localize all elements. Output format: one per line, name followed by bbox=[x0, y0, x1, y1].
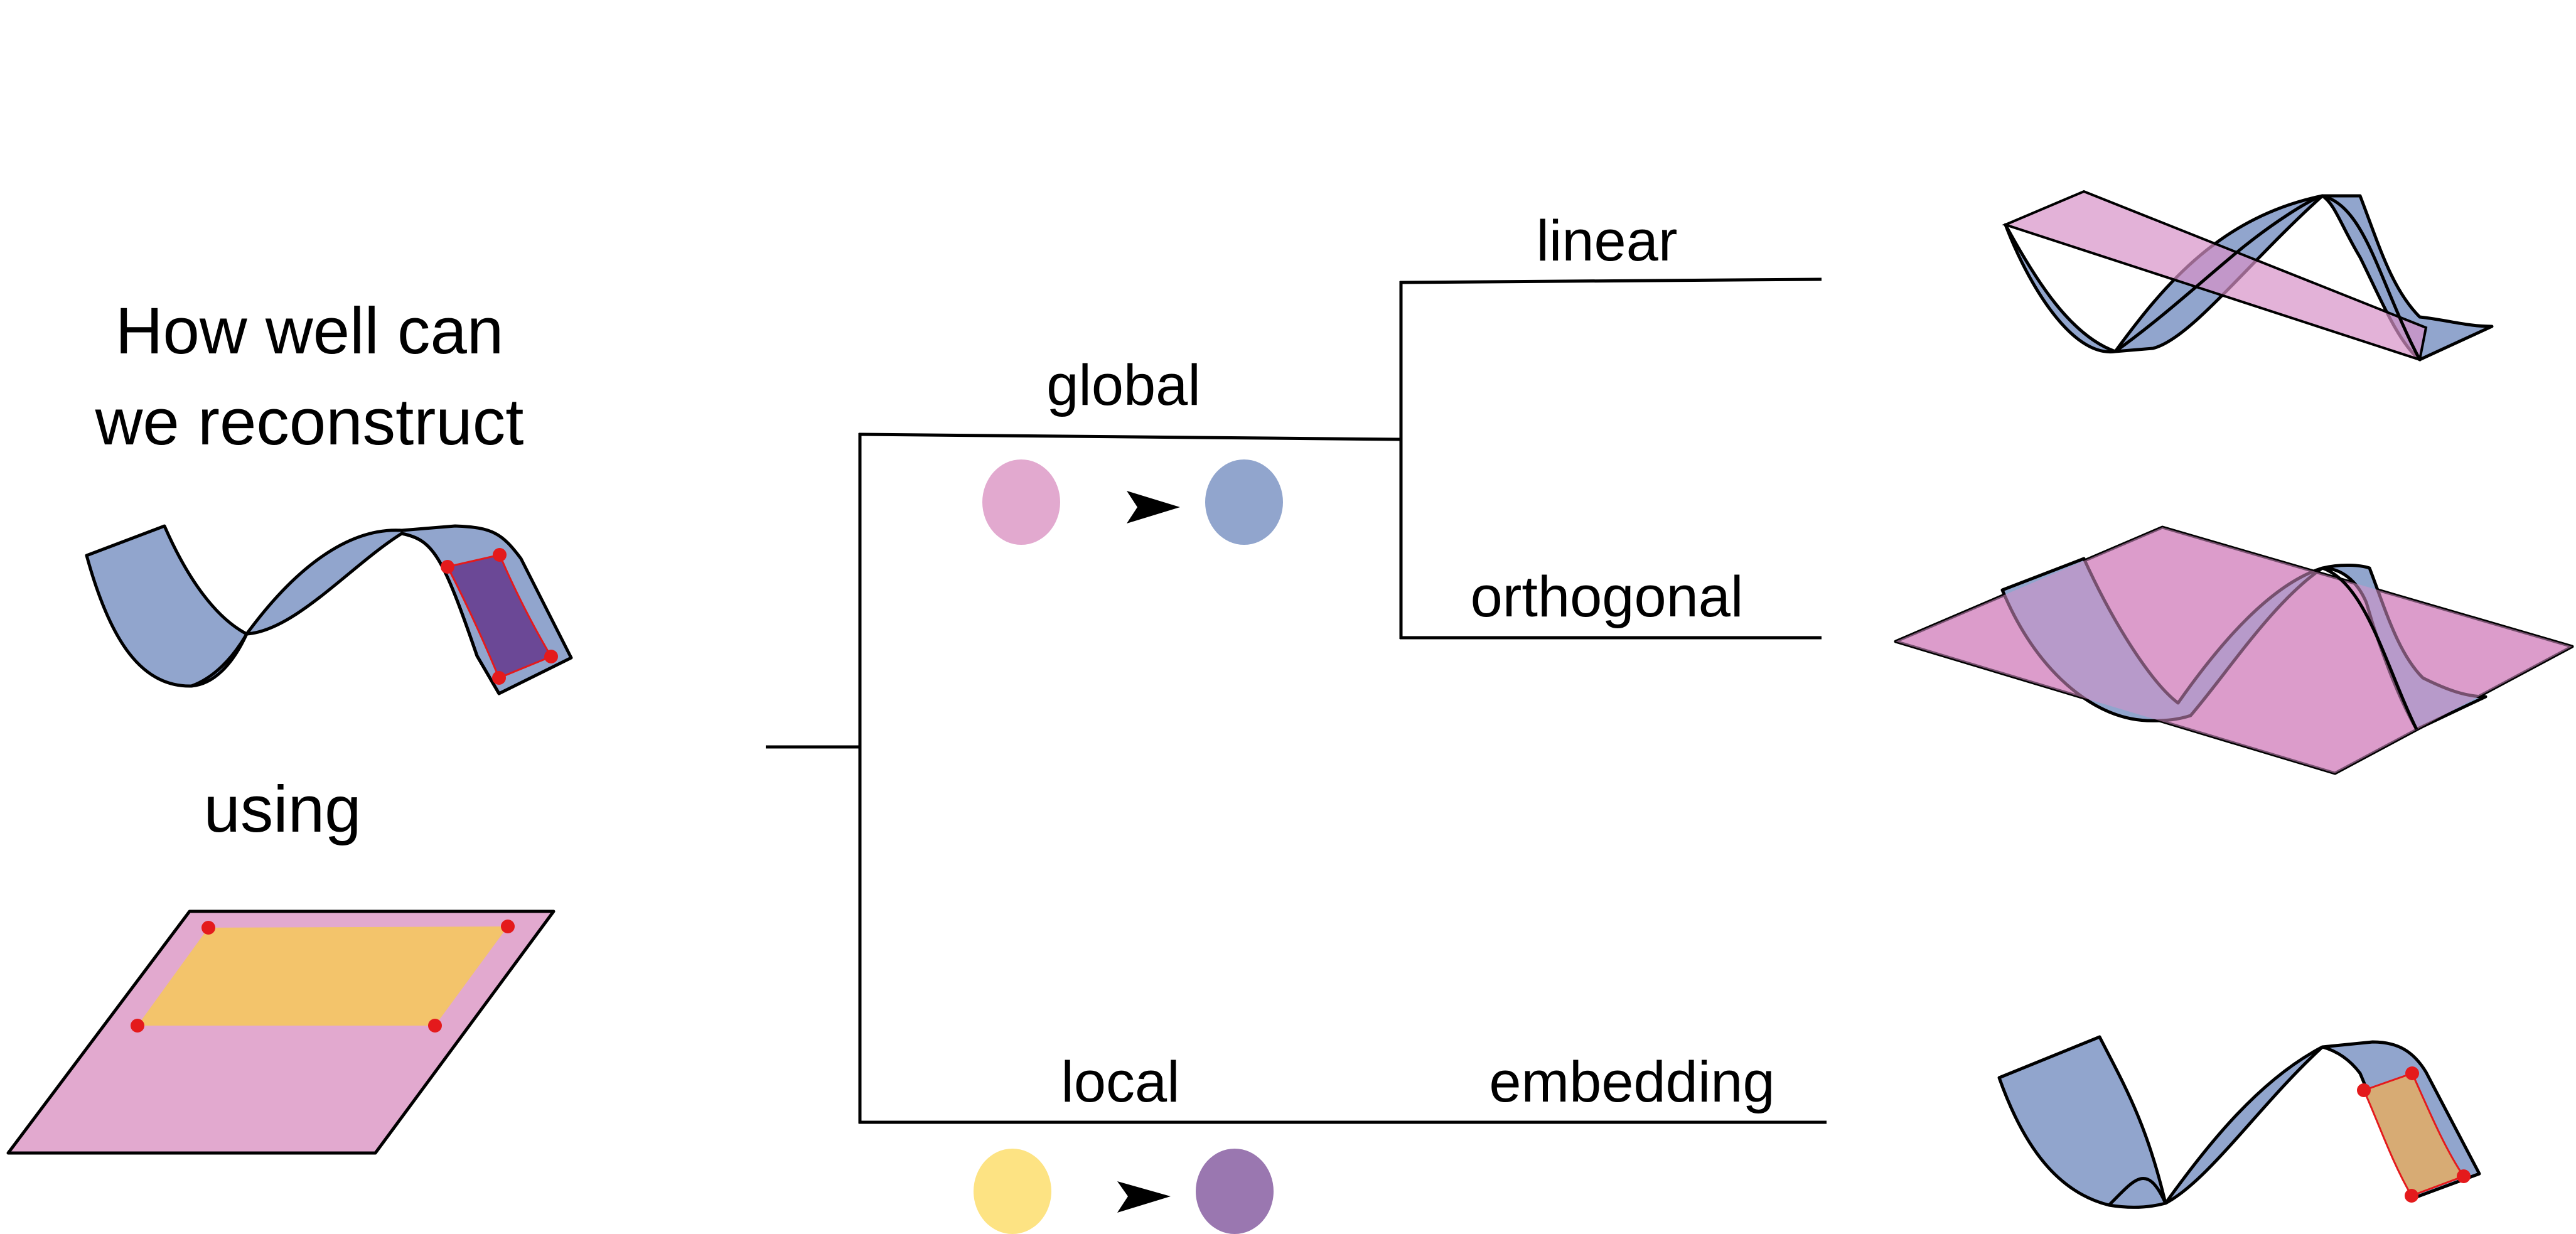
ribbon-surface bbox=[2004, 194, 2494, 362]
global-label: global bbox=[1046, 353, 1201, 417]
ribbon-fold-edge bbox=[2108, 1177, 2167, 1206]
ribbon-fold-edge bbox=[2322, 566, 2418, 731]
global-source-ellipse bbox=[982, 459, 1060, 545]
ribbon-front bbox=[2114, 194, 2422, 361]
plane-patch-corner-marker bbox=[131, 1019, 144, 1033]
patch-corner-marker bbox=[2405, 1066, 2419, 1080]
arrowhead-icon bbox=[1117, 1181, 1171, 1213]
ribbon-manifold-figure bbox=[85, 524, 573, 695]
plane-figure bbox=[6, 909, 555, 1155]
global-branch bbox=[858, 432, 1402, 441]
question-line-2: we reconstruct bbox=[95, 385, 524, 459]
plane-local-patch bbox=[137, 926, 508, 1026]
embedding-label: embedding bbox=[1489, 1050, 1774, 1114]
ribbon-fold-edge-2 bbox=[401, 532, 501, 695]
patch-corner-marker bbox=[2457, 1169, 2471, 1183]
patch-corner-marker bbox=[2405, 1189, 2418, 1203]
embedding-result-figure bbox=[1997, 1035, 2481, 1209]
plane-patch-corner-marker bbox=[501, 920, 515, 933]
linear-label: linear bbox=[1536, 209, 1677, 273]
local-target-ellipse bbox=[1196, 1149, 1274, 1234]
question-line-1: How well can bbox=[115, 294, 504, 368]
ribbon-fold-edge bbox=[191, 633, 249, 688]
patch-corner-marker bbox=[493, 548, 507, 562]
plane-patch-corner-marker bbox=[201, 921, 215, 935]
arrowhead-icon bbox=[1127, 491, 1180, 523]
linear-plane bbox=[2002, 190, 2428, 362]
patch-corner-marker bbox=[2357, 1083, 2371, 1097]
local-label: local bbox=[1061, 1050, 1179, 1114]
orthogonal-plane-front bbox=[1896, 527, 2572, 773]
linear-branch bbox=[1399, 277, 1822, 284]
patch-corner-marker bbox=[544, 650, 558, 663]
patch-corner-marker bbox=[492, 671, 506, 685]
plane-patch-corner-marker bbox=[428, 1019, 442, 1033]
global-target-ellipse bbox=[1205, 459, 1283, 545]
decision-tree bbox=[766, 277, 1827, 1124]
local-source-ellipse bbox=[974, 1149, 1051, 1234]
linear-result-figure bbox=[2002, 190, 2494, 362]
patch-corner-marker bbox=[441, 560, 454, 574]
orthogonal-label: orthogonal bbox=[1471, 565, 1744, 629]
orthogonal-result-figure bbox=[1894, 525, 2574, 775]
using-label: using bbox=[203, 773, 361, 846]
